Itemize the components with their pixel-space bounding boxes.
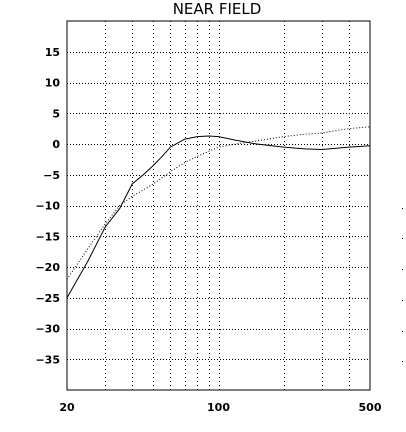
x-axis: 20 100 500 bbox=[59, 401, 381, 414]
y-tick-label: 15 bbox=[45, 46, 60, 59]
y-axis: 15 10 5 0 −5 −10 −15 −20 −25 −30 −35 bbox=[35, 46, 60, 367]
y-tick-label: −5 bbox=[43, 169, 60, 182]
edge-mark bbox=[402, 300, 403, 301]
series-line-1 bbox=[66, 135, 371, 299]
y-tick-label: −35 bbox=[35, 353, 60, 366]
x-tick-label: 500 bbox=[359, 401, 382, 414]
y-tick-label: −30 bbox=[35, 323, 60, 336]
y-tick-label: −15 bbox=[35, 230, 60, 243]
edge-mark bbox=[402, 331, 403, 332]
y-tick-label: −25 bbox=[35, 292, 60, 305]
series-group bbox=[66, 126, 371, 299]
edge-mark bbox=[402, 208, 403, 209]
chart-title: NEAR FIELD bbox=[173, 0, 262, 18]
edge-mark bbox=[402, 269, 403, 270]
plot-frame bbox=[66, 20, 371, 391]
y-tick-label: 0 bbox=[52, 138, 60, 151]
x-tick-label: 20 bbox=[59, 401, 75, 414]
grid bbox=[67, 21, 370, 390]
right-edge-marks bbox=[402, 208, 403, 362]
y-tick-label: −20 bbox=[35, 261, 60, 274]
edge-mark bbox=[402, 238, 403, 239]
y-tick-label: 10 bbox=[45, 77, 61, 90]
x-tick-label: 100 bbox=[207, 401, 230, 414]
y-tick-label: −10 bbox=[35, 200, 60, 213]
y-tick-label: 5 bbox=[52, 107, 60, 120]
edge-mark bbox=[402, 361, 403, 362]
